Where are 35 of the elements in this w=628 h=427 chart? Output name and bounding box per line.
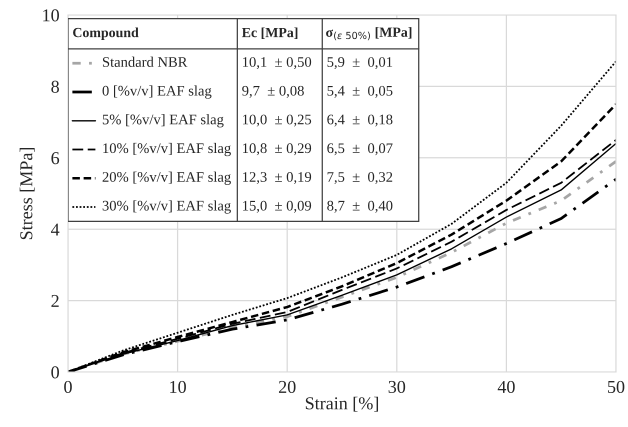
x-tick-label: 30 bbox=[388, 380, 406, 394]
legend-label: 0 [%v/v] EAF slag bbox=[102, 85, 212, 99]
annotation: 10,1 ± 0,50 bbox=[243, 57, 312, 70]
annotation: Compound bbox=[73, 27, 139, 40]
y-tick-label: 2 bbox=[51, 294, 59, 307]
legend-label: 5% [%v/v] EAF slag bbox=[102, 114, 224, 128]
x-axis-title: Strain [%] bbox=[306, 396, 378, 412]
annotation: 10,0 ± 0,25 bbox=[243, 114, 312, 127]
legend-label: 30% [%v/v] EAF slag bbox=[102, 200, 231, 214]
annotation: σ$_{(ε 50%)}$ [MPa] bbox=[326, 27, 412, 40]
x-tick-label: 20 bbox=[278, 380, 296, 394]
legend-label: 10% [%v/v] EAF slag bbox=[103, 142, 231, 156]
annotation: Ec [MPa] bbox=[242, 27, 298, 39]
x-tick-label: 0 bbox=[64, 380, 72, 394]
y-axis-title: Stress [MPa] bbox=[20, 148, 35, 240]
annotation: 8,7 ± 0,40 bbox=[327, 200, 392, 213]
y-tick-label: 10 bbox=[43, 9, 59, 22]
annotation: 7,5 ± 0,32 bbox=[328, 172, 392, 184]
y-tick-label: 0 bbox=[51, 366, 59, 378]
y-tick-label: 8 bbox=[51, 80, 59, 93]
annotation: 6,5 ± 0,07 bbox=[327, 143, 393, 156]
annotation: 5,9 ± 0,01 bbox=[328, 57, 392, 70]
y-tick-label: 4 bbox=[50, 224, 60, 236]
annotation: 12,3 ± 0,19 bbox=[243, 172, 312, 184]
annotation: 5,4 ± 0,05 bbox=[328, 86, 392, 98]
annotation: 9,7 ± 0,08 bbox=[242, 86, 304, 98]
annotation: 10,8 ± 0,29 bbox=[243, 143, 312, 156]
x-tick-label: 40 bbox=[498, 380, 515, 394]
x-tick-label: 50 bbox=[608, 380, 624, 394]
x-tick-label: 10 bbox=[170, 380, 186, 394]
legend-label: 20% [%v/v] EAF slag bbox=[102, 172, 231, 185]
y-tick-label: 6 bbox=[51, 152, 60, 164]
legend-label: Standard NBR bbox=[102, 56, 188, 67]
annotation: 15,0 ± 0,09 bbox=[243, 200, 312, 213]
annotation: 6,4 ± 0,18 bbox=[327, 114, 392, 127]
